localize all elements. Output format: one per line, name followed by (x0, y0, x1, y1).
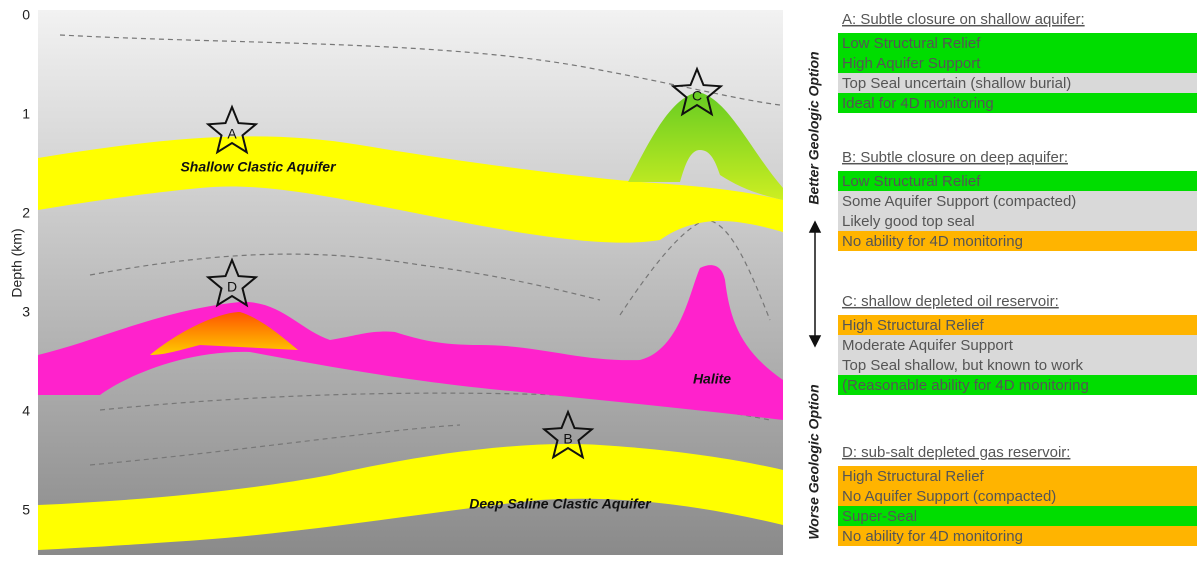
site-star (205, 104, 259, 155)
option-text: (Reasonable ability for 4D monitoring (842, 377, 1089, 394)
depth-tick: 1 (22, 106, 30, 122)
option-row (838, 211, 1197, 231)
option-text: No ability for 4D monitoring (842, 233, 1023, 250)
site-label: B (563, 431, 572, 447)
option-row (838, 231, 1197, 251)
option-text: High Structural Relief (842, 317, 985, 334)
option-title: B: Subtle closure on deep aquifer: (842, 149, 1068, 166)
scale-label: Worse Geologic Option (806, 384, 822, 539)
site-label: D (227, 279, 237, 295)
option-row (838, 191, 1197, 211)
option-row (838, 335, 1197, 355)
layer-label: Shallow Clastic Aquifer (180, 159, 337, 175)
option-row (838, 375, 1197, 395)
site-label: A (227, 126, 237, 142)
deep-aquifer (38, 444, 783, 550)
option-text: No ability for 4D monitoring (842, 528, 1023, 545)
option-row (838, 53, 1197, 73)
option-row (838, 171, 1197, 191)
site-star (205, 257, 259, 308)
depth-tick: 5 (22, 502, 30, 518)
option-row (838, 73, 1197, 93)
option-row (838, 33, 1197, 53)
site-label: C (692, 88, 702, 104)
option-text: Top Seal shallow, but known to work (842, 357, 1083, 374)
option-text: Likely good top seal (842, 213, 975, 230)
site-star (670, 66, 724, 117)
option-row (838, 466, 1197, 486)
oil-reservoir (628, 92, 783, 200)
option-row (838, 506, 1197, 526)
depth-tick: 4 (22, 403, 30, 419)
option-row (838, 315, 1197, 335)
option-text: No Aquifer Support (compacted) (842, 488, 1056, 505)
option-text: Low Structural Relief (842, 173, 981, 190)
axis-label: Depth (km) (9, 228, 25, 297)
option-text: Ideal for 4D monitoring (842, 95, 994, 112)
option-row (838, 526, 1197, 546)
option-text: Low Structural Relief (842, 35, 981, 52)
scale-arrow (808, 220, 822, 348)
option-row (838, 93, 1197, 113)
depth-tick: 3 (22, 304, 30, 320)
option-title: C: shallow depleted oil reservoir: (842, 293, 1059, 310)
shallow-aquifer (38, 136, 783, 243)
option-text: Some Aquifer Support (compacted) (842, 193, 1076, 210)
option-text: Super-Seal (842, 508, 917, 525)
option-text: High Aquifer Support (842, 55, 981, 72)
option-row (838, 355, 1197, 375)
option-text: Top Seal uncertain (shallow burial) (842, 75, 1071, 92)
depth-tick: 0 (22, 7, 30, 23)
option-text: High Structural Relief (842, 468, 985, 485)
halite (38, 265, 783, 420)
depth-tick: 2 (22, 205, 30, 221)
gas-reservoir (150, 312, 298, 355)
option-row (838, 486, 1197, 506)
option-text: Moderate Aquifer Support (842, 337, 1014, 354)
option-title: D: sub-salt depleted gas reservoir: (842, 444, 1070, 461)
layer-label: Deep Saline Clastic Aquifer (469, 496, 652, 512)
layer-label: Halite (693, 371, 731, 387)
scale-label: Better Geologic Option (806, 51, 822, 204)
option-title: A: Subtle closure on shallow aquifer: (842, 11, 1085, 28)
site-star (541, 409, 595, 460)
